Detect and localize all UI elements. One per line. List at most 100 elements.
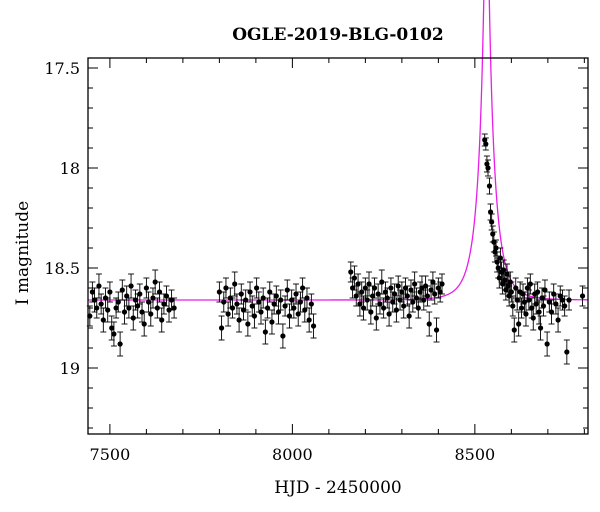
data-point [171,297,178,319]
data-point [433,317,440,343]
data-point [420,289,427,311]
data-point [244,311,251,337]
data-point [431,283,438,305]
data-point [262,319,269,345]
chart-title: OGLE-2019-BLG-0102 [232,25,444,45]
data-point [231,271,238,297]
data-point [117,331,124,357]
data-point [487,203,494,221]
data-point [242,289,249,311]
data-point [123,285,130,307]
data-point [402,277,409,299]
data-point [293,283,300,305]
data-point [156,281,163,303]
plot-frame [87,57,589,435]
x-tick-label: 7500 [90,445,131,464]
data-point [509,295,516,317]
data-point [168,289,175,311]
data-point [121,299,128,325]
data-point [486,177,493,195]
data-point [439,273,446,295]
data-point [424,285,431,307]
data-point [555,307,562,333]
data-point [534,281,541,303]
y-tick-label: 17.5 [44,59,80,78]
data-point [253,277,260,299]
data-point [260,287,267,309]
data-point [222,277,229,299]
data-point [134,293,141,319]
data-point [387,277,394,299]
data-point [310,313,317,339]
data-point [115,291,122,313]
data-point [561,295,568,317]
data-point [152,269,159,295]
data-point [482,137,489,151]
data-point [279,323,286,349]
data-point [499,273,506,295]
data-point [218,315,225,341]
data-point [136,283,143,305]
data-point [238,283,245,305]
data-point [128,273,135,299]
data-point [563,339,570,365]
data-point [488,213,495,231]
data-point [386,301,393,327]
data-point [404,285,411,307]
data-point [373,305,380,331]
data-point [541,279,548,301]
data-point [518,297,525,319]
data-point [512,277,519,299]
data-point [557,285,564,307]
data-point [160,293,167,315]
data-point [393,297,400,323]
data-point [347,261,354,283]
data-point [409,291,416,313]
data-point [106,281,113,303]
model-curve [88,0,588,301]
data-point [503,263,510,285]
x-tick-label: 8500 [455,445,496,464]
data-point [284,279,291,301]
data-point [143,277,150,299]
data-point [566,289,573,311]
data-point [522,301,529,327]
data-points-layer [86,133,586,365]
data-point [229,297,236,319]
data-point [515,311,522,337]
data-point [251,303,258,329]
y-tick-label: 19 [60,359,80,378]
data-point [378,269,385,295]
data-point [493,239,500,257]
data-point [527,273,534,295]
y-axis-label: I magnitude [13,201,33,305]
data-point [435,277,442,299]
data-point [511,317,518,343]
data-point [508,281,515,303]
y-tick-label: 18 [60,159,80,178]
model-curve-layer [88,0,588,301]
data-point [366,271,373,297]
y-tick-label: 18.5 [44,259,80,278]
data-point [406,303,413,329]
data-point [544,331,551,357]
data-point [360,295,367,321]
data-point [537,315,544,341]
x-tick-label: 8000 [272,445,313,464]
data-point [540,295,547,317]
data-point [579,285,586,307]
data-point [163,285,170,307]
data-point [548,299,555,325]
data-point [391,283,398,305]
data-point [110,321,117,347]
data-point [236,307,243,333]
data-point [485,159,491,177]
data-point [266,281,273,303]
data-point [506,285,513,307]
x-axis-label: HJD - 2450000 [274,478,402,498]
data-point [371,277,378,299]
data-point [358,281,365,303]
data-point [407,279,414,301]
data-point [277,289,284,311]
